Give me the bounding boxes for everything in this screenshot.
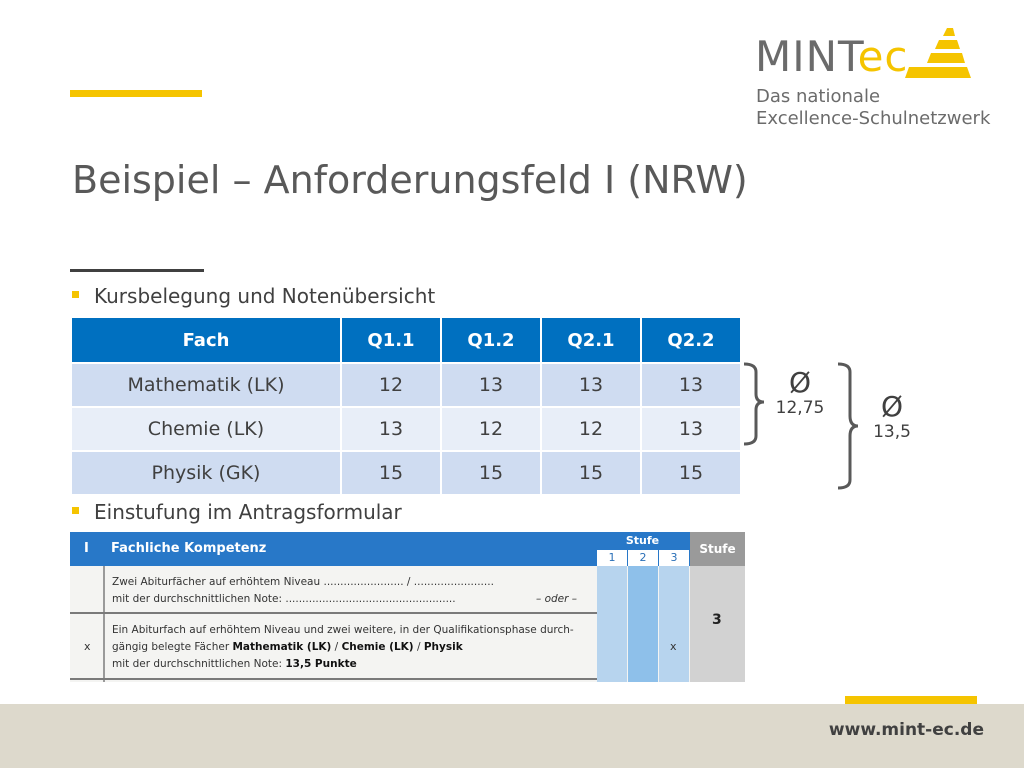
grouping-braces-icon [743, 362, 859, 490]
footer-url[interactable]: www.mint-ec.de [828, 720, 984, 740]
header-cell: Q1.1 [340, 316, 442, 364]
table-row: Mathematik (LK) 12 13 13 13 [70, 362, 742, 408]
average-lk-value: 12,75 [775, 398, 825, 418]
handwritten-subject-1: Mathematik (LK) [232, 641, 332, 653]
slide-title: Beispiel – Anforderungsfeld I (NRW) [72, 158, 748, 202]
grade-cell: 13 [640, 362, 742, 408]
option1-line2: mit der durchschnittlichen Note: .......… [112, 593, 456, 605]
handwritten-subject-2: Chemie (LK) [341, 641, 414, 653]
grade-cell: 15 [640, 450, 742, 496]
average-total-value: 13,5 [873, 422, 911, 442]
header-cell: Q2.2 [640, 316, 742, 364]
handwritten-subject-3: Physik [423, 641, 463, 653]
grade-cell: 13 [340, 406, 442, 452]
form-section-label: Fachliche Kompetenz [111, 541, 267, 556]
bullet-square-icon [72, 291, 79, 298]
stufe-col-1: 1 [597, 550, 627, 566]
average-symbol: Ø [880, 390, 904, 423]
option2-line2: gängig belegte Fächer Mathematik (LK) / … [112, 641, 463, 653]
form-divider-vertical [103, 566, 105, 682]
handwritten-note: 13,5 Punkte [285, 658, 357, 670]
stufe-band-1 [597, 566, 627, 682]
bullet-square-icon [72, 507, 79, 514]
stufe-result-value: 3 [712, 612, 722, 628]
mint-ec-logo: MINTec Das nationale Excellence-Schulnet… [755, 26, 990, 136]
title-underline [70, 269, 204, 272]
stufe-result-band [690, 566, 745, 682]
option2-line3: mit der durchschnittlichen Note: 13,5 Pu… [112, 658, 357, 670]
header-cell: Fach [70, 316, 342, 364]
logo-wordmark: MINTec [755, 32, 909, 81]
option1-or: – oder – [536, 593, 578, 605]
table-header-row: Fach Q1.1 Q1.2 Q2.1 Q2.2 [70, 316, 742, 364]
form-header: I Fachliche Kompetenz [70, 532, 745, 566]
row-mark: x [84, 640, 91, 653]
stufe-band-2 [628, 566, 658, 682]
footer: www.mint-ec.de [0, 704, 1024, 768]
stufe-group-header: Stufe [625, 534, 660, 547]
average-total: Ø 13,5 [862, 390, 922, 443]
subject-cell: Chemie (LK) [70, 406, 342, 452]
option2-line1: Ein Abiturfach auf erhöhtem Niveau und z… [112, 624, 574, 636]
form-section-number: I [84, 541, 89, 556]
accent-bar-footer [845, 696, 977, 704]
stufe-result-header: Stufe [690, 532, 745, 566]
option1-line1: Zwei Abiturfächer auf erhöhtem Niveau ..… [112, 576, 494, 588]
form-divider [70, 678, 597, 680]
average-symbol: Ø [788, 366, 812, 399]
pyramid-logo-icon [905, 28, 971, 78]
form-divider [70, 612, 597, 614]
stufe-mark: x [670, 640, 677, 653]
table-row: Chemie (LK) 13 12 12 13 [70, 406, 742, 452]
grade-cell: 12 [340, 362, 442, 408]
stufe-band-3 [659, 566, 689, 682]
bullet-course-overview: Kursbelegung und Notenübersicht [72, 284, 435, 308]
table-row: Physik (GK) 15 15 15 15 [70, 450, 742, 496]
subject-cell: Mathematik (LK) [70, 362, 342, 408]
grade-cell: 15 [340, 450, 442, 496]
grade-cell: 15 [540, 450, 642, 496]
grade-cell: 13 [440, 362, 542, 408]
grade-cell: 12 [440, 406, 542, 452]
logo-subtitle-line2: Excellence-Schulnetzwerk [756, 108, 991, 129]
header-cell: Q2.1 [540, 316, 642, 364]
application-form-excerpt: I Fachliche Kompetenz Stufe 1 2 3 Stufe … [70, 532, 745, 682]
accent-bar-top [70, 90, 202, 97]
stufe-col-3: 3 [659, 550, 689, 566]
grades-table: Fach Q1.1 Q1.2 Q2.1 Q2.2 Mathematik (LK)… [70, 316, 742, 496]
header-cell: Q1.2 [440, 316, 542, 364]
grade-cell: 15 [440, 450, 542, 496]
grade-cell: 13 [540, 362, 642, 408]
logo-subtitle-line1: Das nationale [756, 86, 881, 107]
bullet-form-classification: Einstufung im Antragsformular [72, 500, 402, 524]
grade-cell: 12 [540, 406, 642, 452]
subject-cell: Physik (GK) [70, 450, 342, 496]
stufe-col-2: 2 [628, 550, 658, 566]
grade-cell: 13 [640, 406, 742, 452]
average-lk: Ø 12,75 [770, 366, 830, 419]
